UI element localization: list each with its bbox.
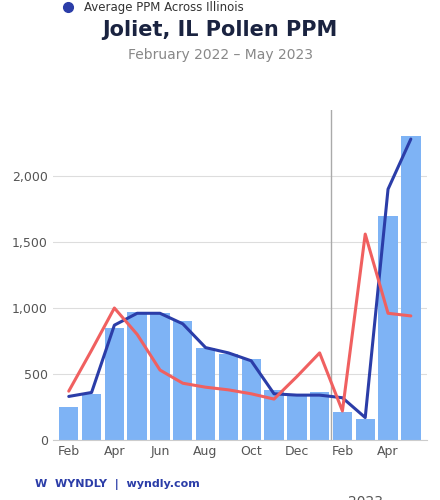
- Bar: [401, 136, 421, 440]
- Bar: [219, 354, 238, 440]
- Bar: [59, 407, 78, 440]
- Bar: [287, 394, 307, 440]
- Bar: [150, 314, 170, 440]
- Bar: [378, 216, 398, 440]
- Bar: [264, 390, 284, 440]
- Text: Joliet, IL Pollen PPM: Joliet, IL Pollen PPM: [103, 20, 337, 40]
- Bar: [196, 348, 215, 440]
- Bar: [310, 392, 329, 440]
- Legend: Joliet Average PPM, Average PPM Across Illinois, Average PPM Across USA: Joliet Average PPM, Average PPM Across I…: [51, 0, 433, 18]
- Bar: [105, 328, 124, 440]
- Bar: [128, 312, 147, 440]
- Bar: [333, 412, 352, 440]
- Bar: [173, 321, 192, 440]
- Text: 2023: 2023: [348, 496, 383, 500]
- Bar: [356, 419, 375, 440]
- Text: W  WYNDLY  |  wyndly.com: W WYNDLY | wyndly.com: [35, 479, 200, 490]
- Bar: [242, 360, 261, 440]
- Bar: [82, 394, 101, 440]
- Text: February 2022 – May 2023: February 2022 – May 2023: [128, 48, 312, 62]
